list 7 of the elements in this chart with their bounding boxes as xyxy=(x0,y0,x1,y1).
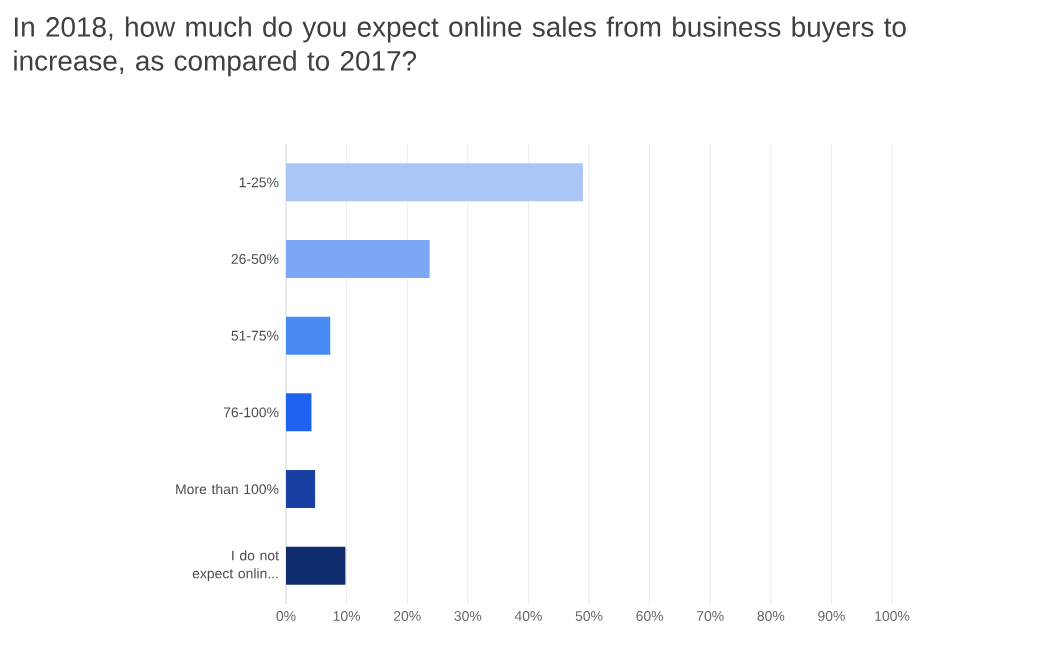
bar xyxy=(286,546,346,585)
bar xyxy=(286,393,312,432)
bar xyxy=(286,470,316,508)
bar xyxy=(286,163,583,202)
chart-title: In 2018, how much do you expect online sales from business buyers to increase, as compared to 2017? xyxy=(14,16,906,77)
bar xyxy=(286,240,430,278)
bar xyxy=(286,316,331,355)
